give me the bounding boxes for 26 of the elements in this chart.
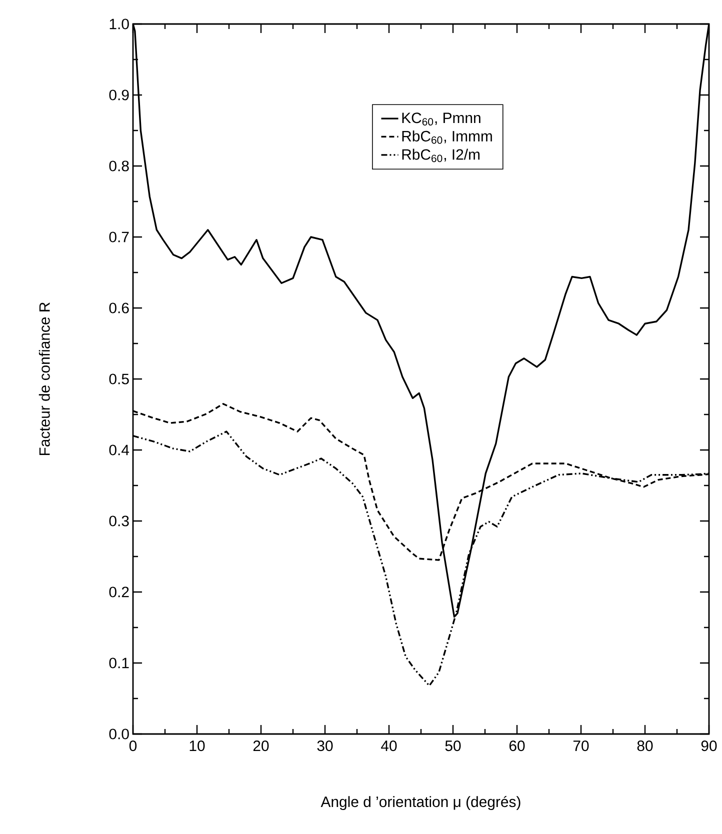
legend-label: RbC$_{60}$, Immm (402, 130, 492, 144)
y-tick-label: 1.0 (110, 18, 129, 30)
x-tick-label: 20 (253, 740, 269, 752)
y-tick-label: 0.8 (109, 160, 129, 172)
x-tick-label: 70 (573, 740, 589, 752)
x-tick-label: 90 (701, 740, 717, 752)
y-tick-label: 0.2 (109, 586, 129, 598)
y-tick-label: 0.5 (109, 374, 129, 384)
x-tick-label: 10 (190, 740, 205, 752)
legend-label: KC$_{60}$, Pmnn (402, 112, 480, 126)
x-tick-label: 0 (129, 740, 137, 752)
y-tick-label: 0.1 (109, 658, 129, 668)
y-tick-label: 0.7 (109, 232, 129, 242)
y-tick-label: 0.9 (109, 90, 129, 100)
y-tick-label: 0.0 (109, 728, 129, 740)
y-tick-label: 0.4 (109, 444, 130, 456)
y-tick-label: 0.6 (109, 302, 129, 314)
x-tick-label: 30 (317, 740, 333, 752)
legend-label: RbC$_{60}$, I2/m (402, 148, 480, 162)
x-tick-label: 50 (445, 740, 461, 752)
x-tick-label: 40 (381, 740, 397, 752)
x-axis-title: Angle d ’orientation μ (degrés) (320, 796, 520, 810)
x-tick-label: 60 (509, 740, 525, 752)
y-tick-label: 0.3 (109, 516, 129, 526)
y-axis-title: Facteur de confiance R (38, 302, 50, 456)
x-tick-label: 80 (637, 740, 653, 752)
